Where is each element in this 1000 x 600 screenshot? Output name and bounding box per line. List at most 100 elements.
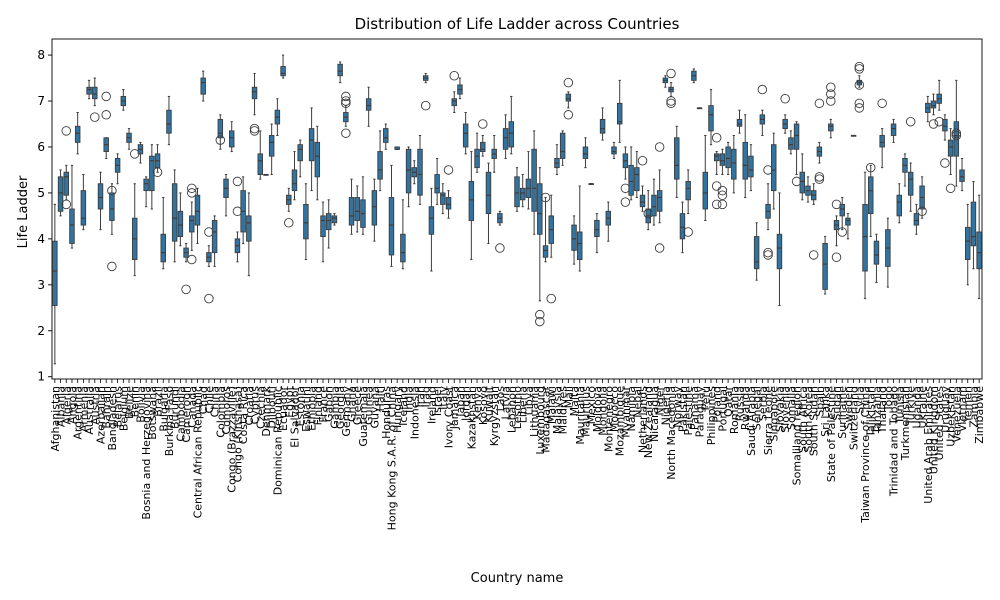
box-body [685, 180, 691, 201]
box-body [508, 121, 515, 148]
box-body [268, 135, 275, 157]
x-tick-label: Sweden [842, 386, 855, 429]
box-group [799, 153, 806, 201]
x-tick-label: Ivory Coast [443, 385, 456, 448]
outlier-point [831, 252, 842, 262]
box-group [348, 178, 355, 235]
box-body [383, 128, 389, 143]
box-body [793, 123, 800, 150]
box-body [440, 192, 446, 205]
box-group [502, 114, 509, 159]
outlier-point [540, 192, 551, 203]
box-group [902, 153, 908, 187]
box-group [683, 169, 693, 237]
outlier-point [717, 199, 728, 210]
x-tick-label: Lebanon [505, 386, 518, 433]
x-tick-label: Iceland [397, 386, 410, 426]
x-tick-label: Nepal [631, 386, 644, 418]
x-tick-label: Argentina [72, 386, 85, 440]
x-tick-label: Latvia [500, 386, 513, 420]
box-group [925, 95, 931, 123]
outlier-point [917, 206, 927, 217]
box-group [651, 178, 657, 226]
box-body [166, 109, 172, 134]
box-group [814, 98, 825, 184]
box-group [594, 213, 600, 254]
x-tick-label: Turkmenistan [899, 386, 912, 461]
box-group [434, 157, 440, 205]
x-tick-label: Costa Rica [237, 386, 250, 444]
box-body [702, 171, 709, 210]
box-group [80, 174, 87, 231]
x-tick-label: Djibouti [266, 386, 279, 429]
x-tick-label: Lithuania [528, 386, 541, 437]
x-tick-label: Guatemala [357, 386, 370, 447]
x-tick-label: Kuwait [482, 385, 495, 422]
box-group [204, 227, 214, 304]
box-group [643, 190, 653, 231]
box-body [868, 176, 874, 215]
box-body [405, 148, 412, 194]
box-body [480, 141, 486, 153]
x-tick-label: Somalia [785, 386, 798, 430]
outlier-point [249, 123, 260, 134]
x-tick-label: Malaysia [551, 386, 564, 434]
box-body [228, 130, 235, 148]
outlier-point [341, 98, 351, 109]
box-group [400, 199, 406, 270]
box-body [845, 217, 851, 226]
x-tick-label: South Africa [796, 386, 809, 453]
x-tick-label: Belgium [117, 386, 130, 431]
box-body [485, 171, 492, 215]
x-tick-label: Liberia [517, 386, 530, 423]
box-group [371, 178, 378, 242]
y-tick-label: 6 [37, 140, 45, 154]
box-group [708, 89, 714, 146]
box-body [537, 183, 543, 235]
box-group [152, 144, 163, 177]
x-tick-label: Luxembourg [534, 386, 547, 455]
box-group [662, 75, 669, 88]
box-group [748, 144, 754, 192]
x-tick-label: Bosnia and Herzegovina [140, 386, 153, 520]
x-tick-label: Congo (Brazzaville) [226, 386, 239, 493]
box-group [691, 68, 697, 84]
outlier-point [854, 98, 865, 109]
y-tick-label: 7 [37, 94, 45, 108]
chart-title: Distribution of Life Ladder across Count… [355, 15, 680, 33]
box-group [666, 68, 676, 109]
box-group [865, 162, 876, 238]
outlier-point [711, 199, 722, 210]
box-group [620, 146, 631, 207]
box-group [428, 187, 435, 272]
x-tick-label: United States [933, 386, 946, 461]
box-group [171, 169, 178, 263]
box-body [314, 141, 321, 178]
outlier-point [341, 96, 351, 106]
box-body [291, 169, 298, 192]
y-tick-label: 3 [37, 278, 45, 292]
box-group [525, 151, 532, 210]
x-tick-label: Uganda [910, 386, 923, 428]
box-group [297, 139, 303, 178]
box-body [839, 203, 845, 217]
box-body [160, 233, 166, 263]
box-body [799, 171, 806, 194]
box-group [599, 107, 606, 141]
box-group [763, 165, 773, 260]
box-group [325, 199, 332, 249]
box-body [656, 190, 663, 212]
box-group [845, 213, 851, 240]
box-group [945, 128, 956, 194]
box-body [651, 194, 657, 217]
x-tick-label: Turkiye [905, 386, 918, 426]
box-body [97, 183, 104, 210]
x-tick-label: Jamaica [448, 386, 461, 430]
x-tick-label: Nigeria [659, 386, 672, 425]
x-tick-label: Burundi [169, 386, 182, 429]
outlier-point [865, 162, 876, 173]
box-body [896, 194, 903, 217]
box-body [80, 190, 87, 226]
box-body [634, 167, 640, 192]
box-group [120, 89, 127, 111]
